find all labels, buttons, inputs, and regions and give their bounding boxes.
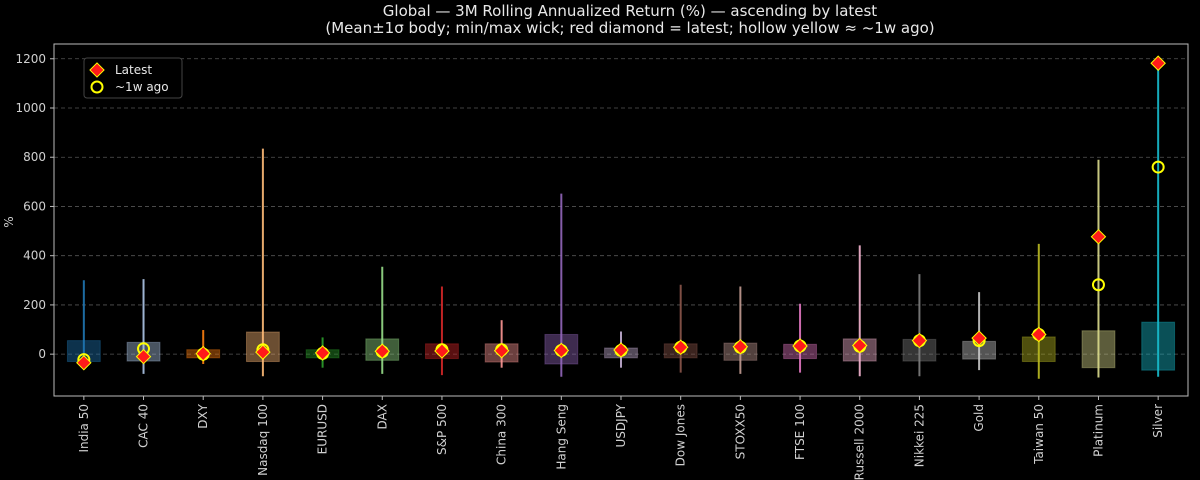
body	[1141, 321, 1176, 371]
series-s-p-500	[425, 286, 459, 376]
series-ftse-100	[783, 303, 817, 373]
latest-marker	[553, 342, 570, 359]
latest-marker	[732, 338, 749, 355]
chart-title: Global — 3M Rolling Annualized Return (%…	[383, 2, 878, 20]
latest-marker	[195, 345, 211, 362]
axis-layer: 0 200 400 600 800 1000 1200 India 50 CAC 40 DXY Na…	[15, 43, 1189, 480]
series-dax	[365, 266, 400, 374]
latest-marker	[1090, 228, 1107, 245]
y-tick-label: 600	[23, 199, 46, 213]
series-dxy	[186, 330, 221, 364]
latest-marker	[792, 338, 808, 354]
x-tick-label: DXY	[196, 403, 210, 428]
x-tick-label: Nasdaq 100	[256, 404, 270, 476]
series-eurusd	[305, 337, 340, 368]
series-silver	[1141, 55, 1176, 377]
latest-marker	[971, 330, 987, 346]
latest-marker	[76, 354, 92, 371]
grid-layer	[54, 58, 1188, 355]
latest-marker	[613, 342, 629, 358]
legend: Latest ~1w ago	[83, 57, 183, 99]
latest-marker	[672, 339, 689, 356]
series-china-300	[484, 320, 519, 368]
x-tick-label: S&P 500	[435, 404, 449, 455]
latest-marker	[314, 345, 331, 361]
x-tick-label: DAX	[375, 404, 389, 429]
latest-marker	[493, 342, 510, 359]
latest-marker	[911, 332, 928, 349]
x-tick-label: Taiwan 50	[1032, 404, 1046, 465]
y-tick-label: 800	[23, 150, 46, 164]
series-india-50	[66, 280, 101, 371]
x-tick-label: China 300	[495, 404, 509, 465]
x-tick-label: USDJPY	[614, 403, 628, 447]
series-taiwan-50	[1021, 243, 1056, 379]
series-platinum	[1081, 159, 1116, 378]
legend-latest-marker	[89, 62, 105, 78]
x-tick-label: Silver	[1151, 404, 1165, 438]
x-tick-label: Dow Jones	[674, 404, 688, 466]
chart-subtitle: (Mean±1σ body; min/max wick; red diamond…	[325, 19, 934, 37]
x-tick-label: Hang Seng	[554, 404, 568, 470]
latest-marker	[434, 343, 450, 359]
latest-marker	[135, 348, 152, 365]
x-tick-label: CAC 40	[137, 404, 151, 448]
series-dow-jones	[663, 284, 698, 373]
y-tick-label: 200	[23, 298, 46, 312]
x-tick-label: Gold	[972, 404, 986, 432]
legend-frame	[83, 57, 183, 99]
y-tick-label: 1200	[15, 52, 46, 66]
week-ago-marker	[1151, 160, 1165, 174]
y-axis-label: %	[2, 216, 16, 227]
x-tick-label: FTSE 100	[793, 404, 807, 460]
latest-marker	[374, 343, 391, 359]
x-tick-label: Platinum	[1091, 404, 1105, 457]
series-russell-2000	[842, 245, 877, 377]
latest-marker	[255, 344, 271, 360]
latest-marker	[851, 337, 868, 354]
series-layer	[66, 55, 1176, 379]
series-nasdaq-100	[245, 148, 280, 377]
series-usdjpy	[604, 331, 638, 368]
legend-week-ago-label: ~1w ago	[115, 80, 169, 94]
body	[1081, 330, 1116, 369]
x-tick-label: Russell 2000	[853, 404, 867, 480]
series-hang-seng	[544, 193, 579, 377]
x-tick-label: Nikkei 225	[912, 404, 926, 467]
x-tick-label: India 50	[77, 404, 91, 453]
x-tick-label: STOXX50	[733, 404, 747, 459]
latest-marker	[1150, 55, 1166, 71]
series-nikkei-225	[902, 274, 937, 377]
series-cac-40	[126, 279, 161, 374]
series-gold	[962, 292, 997, 371]
legend-latest-label: Latest	[115, 63, 152, 77]
y-tick-label: 0	[38, 347, 46, 361]
series-stoxx50	[723, 286, 758, 374]
y-tick-label: 1000	[15, 101, 46, 115]
x-tick-label: EURUSD	[316, 404, 330, 454]
legend-week-ago-marker	[90, 80, 104, 94]
y-tick-label: 400	[23, 249, 46, 263]
latest-marker	[1031, 326, 1047, 343]
week-ago-marker	[1091, 278, 1105, 292]
